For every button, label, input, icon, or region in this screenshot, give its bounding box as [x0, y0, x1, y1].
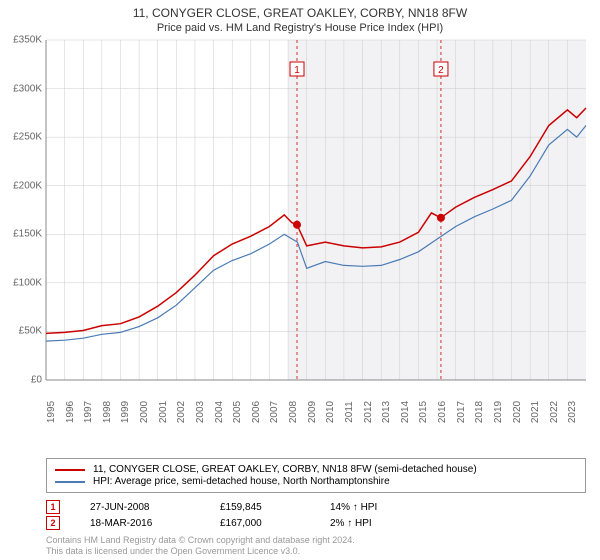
sale-price: £159,845: [220, 502, 300, 513]
legend-item-property: 11, CONYGER CLOSE, GREAT OAKLEY, CORBY, …: [55, 464, 577, 475]
legend-label-property: 11, CONYGER CLOSE, GREAT OAKLEY, CORBY, …: [93, 464, 477, 475]
footer: Contains HM Land Registry data © Crown c…: [46, 535, 355, 557]
sale-badge: 1: [46, 500, 60, 514]
sales-table: 1 27-JUN-2008 £159,845 14% ↑ HPI 2 18-MAR-201…: [46, 498, 586, 532]
svg-text:1: 1: [294, 65, 300, 76]
x-axis-label: 2018: [474, 401, 485, 423]
x-axis-label: 2003: [195, 401, 206, 423]
y-axis-label: £200K: [2, 180, 42, 191]
y-axis-label: £150K: [2, 229, 42, 240]
x-axis-label: 1995: [46, 401, 57, 423]
sale-row: 2 18-MAR-2016 £167,000 2% ↑ HPI: [46, 516, 586, 530]
plot-area: 12: [46, 40, 586, 415]
sale-date: 27-JUN-2008: [90, 502, 190, 513]
x-axis-label: 2001: [158, 401, 169, 423]
x-axis-label: 2022: [549, 401, 560, 423]
y-axis-label: £100K: [2, 277, 42, 288]
x-axis-label: 2013: [381, 401, 392, 423]
y-axis-label: £0: [2, 375, 42, 386]
x-axis-label: 2019: [493, 401, 504, 423]
legend: 11, CONYGER CLOSE, GREAT OAKLEY, CORBY, …: [46, 458, 586, 493]
y-axis-label: £350K: [2, 35, 42, 46]
x-axis-label: 1997: [83, 401, 94, 423]
chart-title: 11, CONYGER CLOSE, GREAT OAKLEY, CORBY, …: [0, 6, 600, 20]
x-axis-label: 2014: [400, 401, 411, 423]
sale-diff: 14% ↑ HPI: [330, 502, 430, 513]
sale-badge: 2: [46, 516, 60, 530]
legend-item-hpi: HPI: Average price, semi-detached house,…: [55, 476, 577, 487]
legend-swatch-hpi: [55, 481, 85, 483]
x-axis-label: 1998: [102, 401, 113, 423]
x-axis-label: 2008: [288, 401, 299, 423]
sale-date: 18-MAR-2016: [90, 518, 190, 529]
x-axis-label: 2009: [307, 401, 318, 423]
sale-row: 1 27-JUN-2008 £159,845 14% ↑ HPI: [46, 500, 586, 514]
x-axis-label: 1999: [120, 401, 131, 423]
x-axis-label: 2002: [176, 401, 187, 423]
x-axis-label: 2016: [437, 401, 448, 423]
chart-container: 11, CONYGER CLOSE, GREAT OAKLEY, CORBY, …: [0, 0, 600, 560]
x-axis-label: 2007: [269, 401, 280, 423]
x-axis-label: 2004: [214, 401, 225, 423]
x-axis-label: 2000: [139, 401, 150, 423]
x-axis-label: 2017: [456, 401, 467, 423]
footer-line-1: Contains HM Land Registry data © Crown c…: [46, 535, 355, 546]
legend-label-hpi: HPI: Average price, semi-detached house,…: [93, 476, 390, 487]
legend-swatch-property: [55, 469, 85, 471]
x-axis-label: 2015: [418, 401, 429, 423]
x-axis-label: 2021: [530, 401, 541, 423]
x-axis-label: 1996: [65, 401, 76, 423]
y-axis-label: £250K: [2, 132, 42, 143]
x-axis-label: 2023: [567, 401, 578, 423]
x-axis-label: 2005: [232, 401, 243, 423]
chart-subtitle: Price paid vs. HM Land Registry's House …: [0, 22, 600, 34]
sale-price: £167,000: [220, 518, 300, 529]
x-axis-label: 2011: [344, 401, 355, 423]
x-axis-label: 2020: [512, 401, 523, 423]
sale-diff: 2% ↑ HPI: [330, 518, 430, 529]
x-axis-label: 2010: [325, 401, 336, 423]
x-axis-label: 2012: [363, 401, 374, 423]
chart-svg: 12: [46, 40, 586, 415]
x-axis-label: 2006: [251, 401, 262, 423]
y-axis-label: £300K: [2, 83, 42, 94]
y-axis-label: £50K: [2, 326, 42, 337]
footer-line-2: This data is licensed under the Open Gov…: [46, 546, 355, 557]
svg-text:2: 2: [438, 65, 444, 76]
